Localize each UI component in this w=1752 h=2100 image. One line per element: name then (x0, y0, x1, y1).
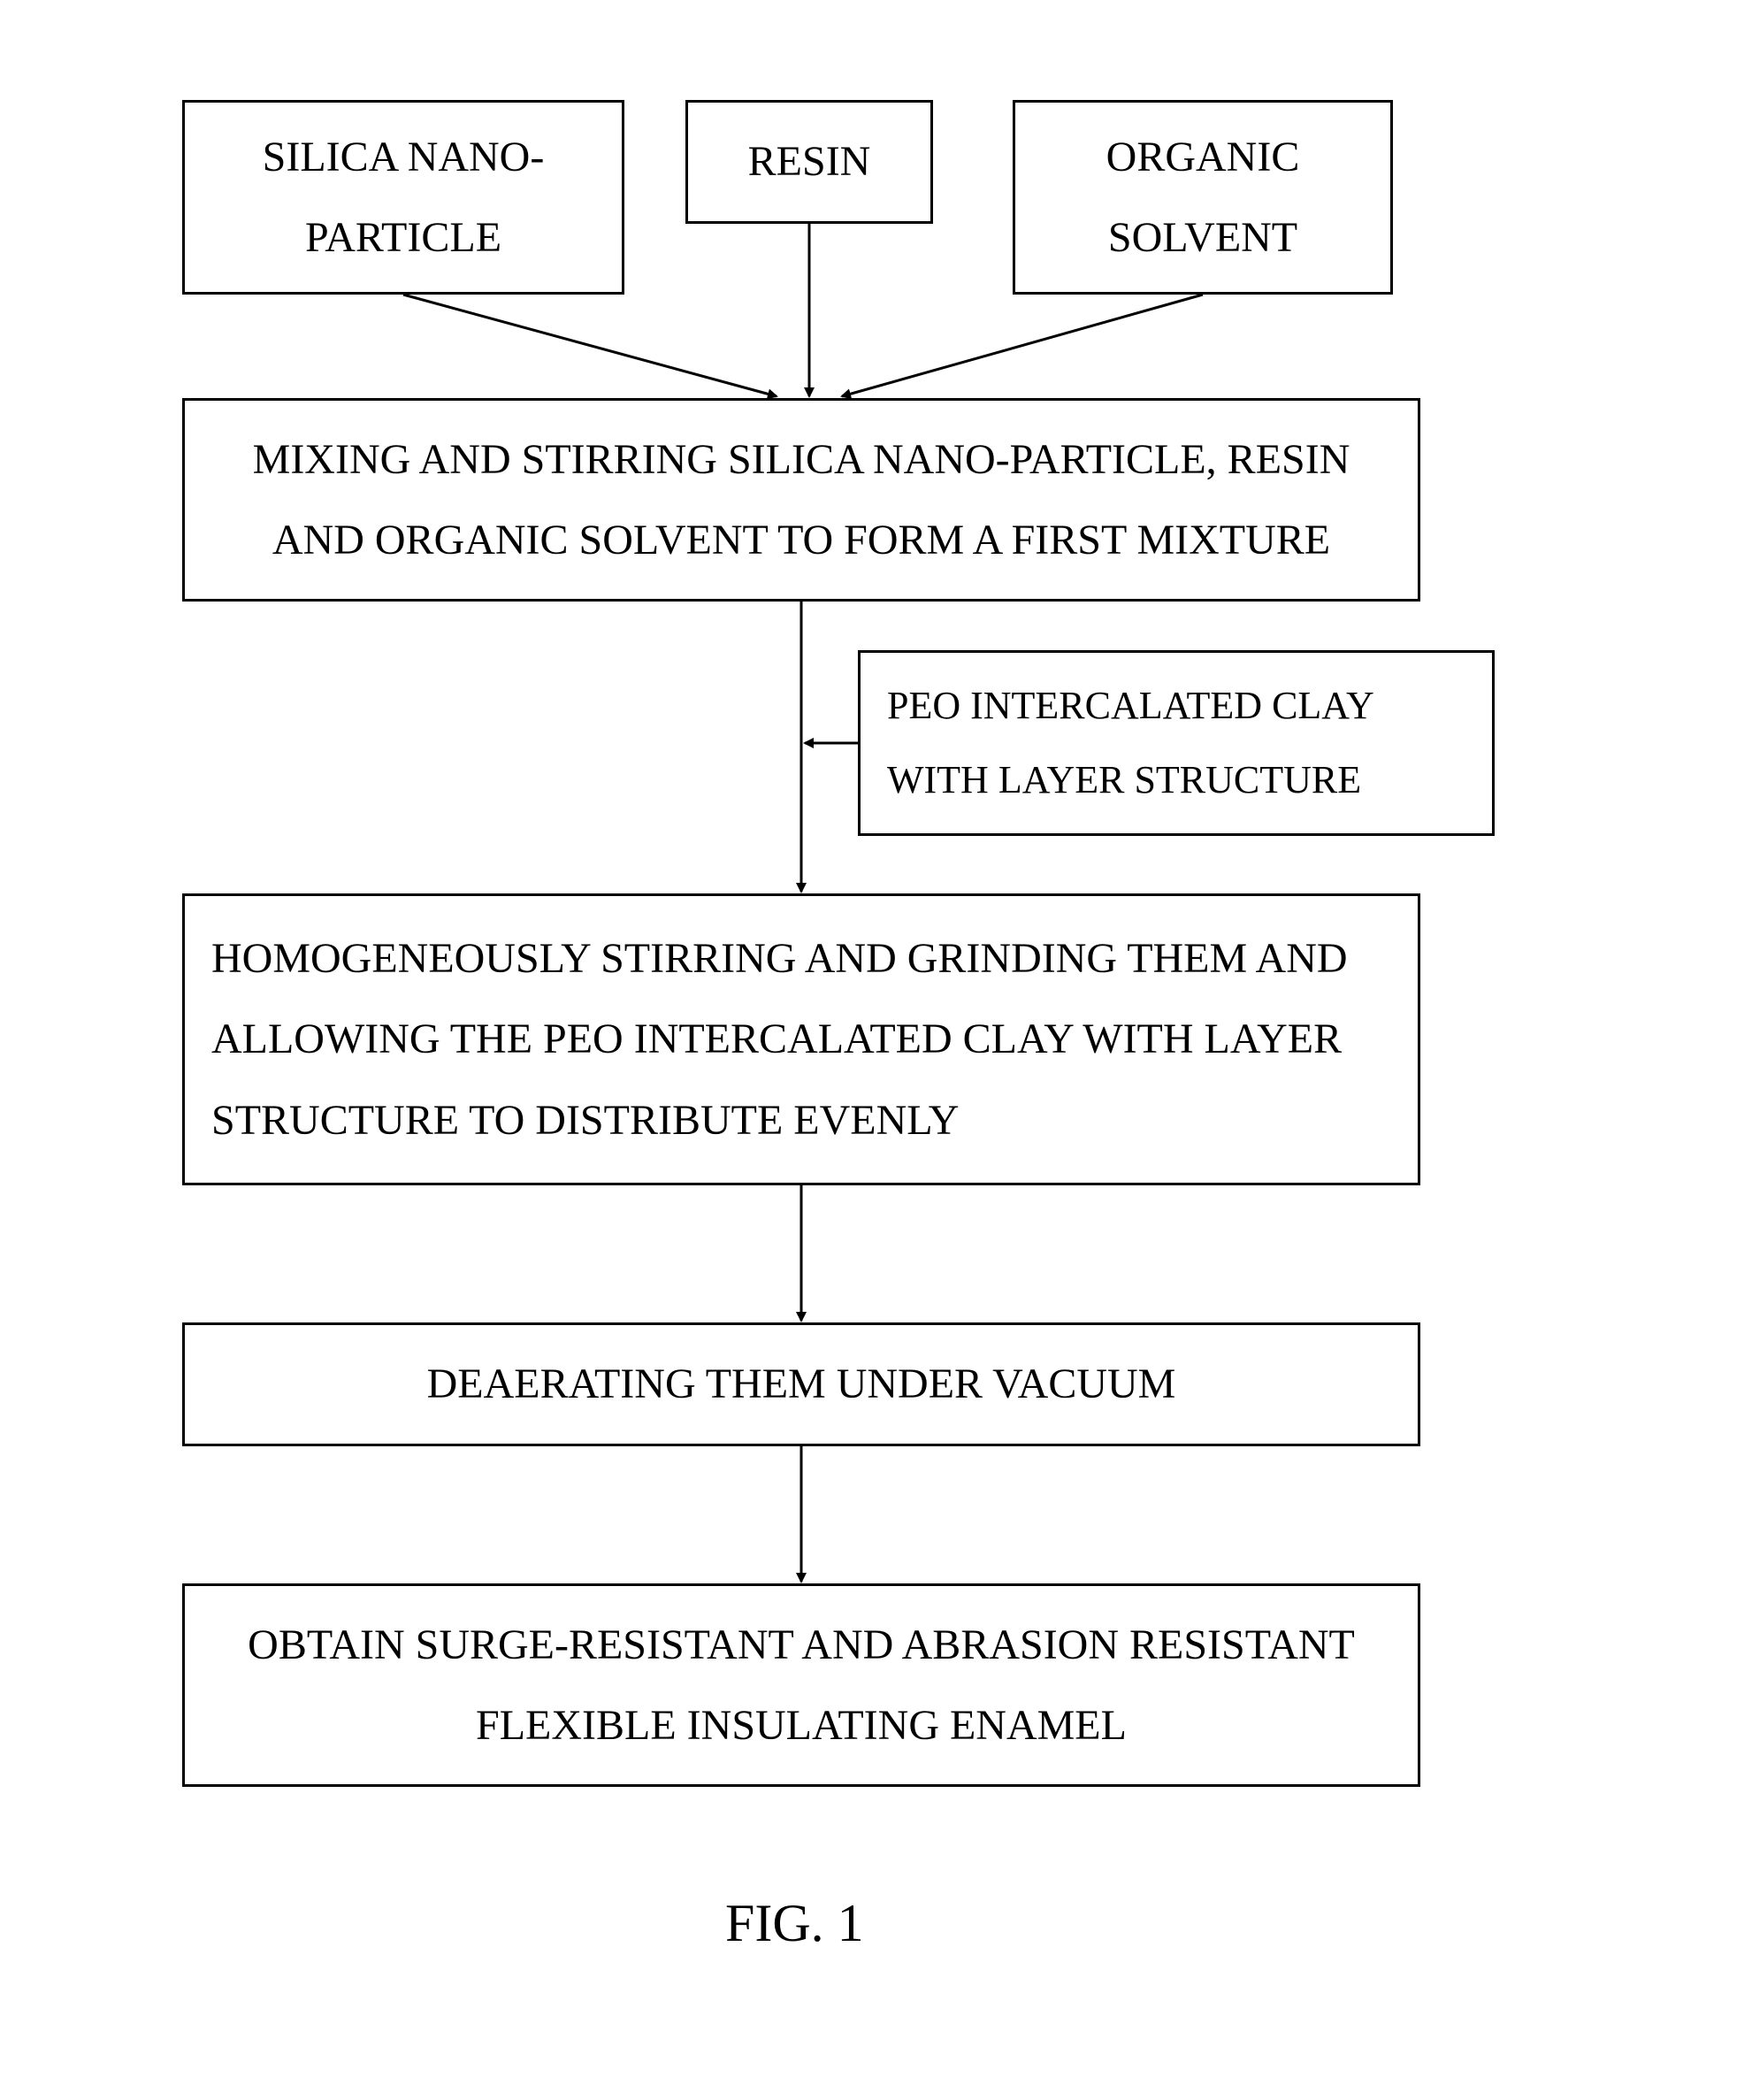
node-input-silica: SILICA NANO-PARTICLE (182, 100, 624, 295)
node-input-resin-label: RESIN (748, 121, 871, 202)
node-input-peo: PEO INTERCALATED CLAY WITH LAYER STRUCTU… (858, 650, 1495, 836)
node-step-deaerate: DEAERATING THEM UNDER VACUUM (182, 1322, 1420, 1446)
edge-silica-to-mix (403, 295, 777, 396)
node-step-stir: HOMOGENEOUSLY STIRRING AND GRINDING THEM… (182, 893, 1420, 1185)
node-input-solvent-label: ORGANIC SOLVENT (1042, 117, 1364, 278)
node-step-mix-label: MIXING AND STIRRING SILICA NANO-PARTICLE… (211, 419, 1391, 580)
node-step-deaerate-label: DEAERATING THEM UNDER VACUUM (427, 1344, 1176, 1424)
node-step-stir-label: HOMOGENEOUSLY STIRRING AND GRINDING THEM… (211, 918, 1391, 1161)
node-step-mix: MIXING AND STIRRING SILICA NANO-PARTICLE… (182, 398, 1420, 602)
node-step-result: OBTAIN SURGE-RESISTANT AND ABRASION RESI… (182, 1583, 1420, 1787)
figure-label-text: FIG. 1 (725, 1894, 864, 1952)
node-input-resin: RESIN (685, 100, 933, 224)
figure-label: FIG. 1 (725, 1893, 864, 1954)
node-input-solvent: ORGANIC SOLVENT (1013, 100, 1393, 295)
flowchart-canvas: SILICA NANO-PARTICLE RESIN ORGANIC SOLVE… (0, 0, 1752, 2100)
node-input-peo-label: PEO INTERCALATED CLAY WITH LAYER STRUCTU… (887, 669, 1465, 816)
node-input-silica-label: SILICA NANO-PARTICLE (211, 117, 595, 278)
edge-solvent-to-mix (842, 295, 1203, 396)
node-step-result-label: OBTAIN SURGE-RESISTANT AND ABRASION RESI… (211, 1605, 1391, 1766)
